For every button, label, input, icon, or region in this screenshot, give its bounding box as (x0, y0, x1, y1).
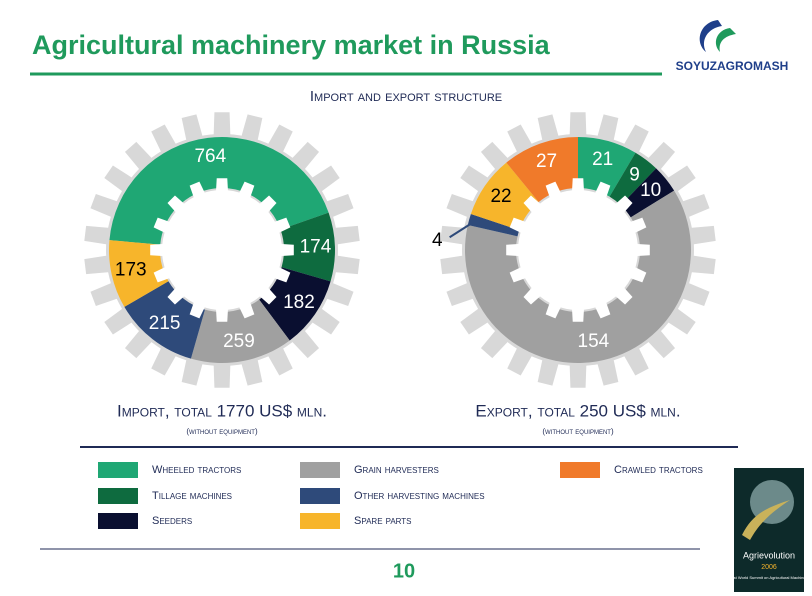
value-label: 21 (592, 149, 613, 170)
legend-swatch (98, 462, 138, 478)
agrievolution-badge: Agrievolution 2006 First World Summit on… (729, 468, 809, 592)
value-label: 174 (300, 236, 332, 257)
legend-swatch (300, 488, 340, 504)
value-label: 764 (194, 146, 226, 167)
value-label: 182 (283, 292, 315, 313)
chart-title: Import, total 1770 US$ mln. (117, 401, 327, 420)
legend-label: Tillage machines (152, 490, 232, 502)
legend-swatch (300, 462, 340, 478)
page-number: 10 (393, 560, 415, 582)
legend-label: Spare parts (354, 515, 412, 527)
chart-note: (without equipment) (542, 427, 614, 436)
subtitle: Import and export structure (310, 88, 502, 105)
value-label: 215 (149, 313, 181, 334)
legend-label: Grain harvesters (354, 464, 439, 476)
slide: Agricultural machinery market in Russia … (0, 0, 812, 596)
value-label: 22 (490, 186, 511, 207)
legend-label: Seeders (152, 515, 192, 527)
value-label: 27 (536, 151, 557, 172)
value-label: 173 (115, 259, 147, 280)
legend-label: Wheeled tractors (152, 464, 241, 476)
value-label: 9 (629, 165, 640, 186)
slide-title: Agricultural machinery market in Russia (32, 30, 551, 60)
logo-text: SOYUZAGROMASH (676, 59, 789, 73)
legend-label: Crawled tractors (614, 464, 703, 476)
legend-swatch (560, 462, 600, 478)
legend-swatch (98, 488, 138, 504)
value-label: 10 (640, 180, 661, 201)
legend-swatch (300, 513, 340, 529)
value-label: 259 (223, 331, 255, 352)
badge-year: 2006 (761, 564, 777, 571)
badge-caption: First World Summit on Agricultural Machi… (729, 575, 809, 580)
chart-title: Export, total 250 US$ mln. (475, 401, 680, 420)
value-label: 4 (432, 230, 443, 251)
legend-label: Other harvesting machines (354, 490, 485, 502)
legend-swatch (98, 513, 138, 529)
chart-note: (without equipment) (186, 427, 258, 436)
badge-name: Agrievolution (743, 550, 795, 560)
value-label: 154 (578, 331, 610, 352)
